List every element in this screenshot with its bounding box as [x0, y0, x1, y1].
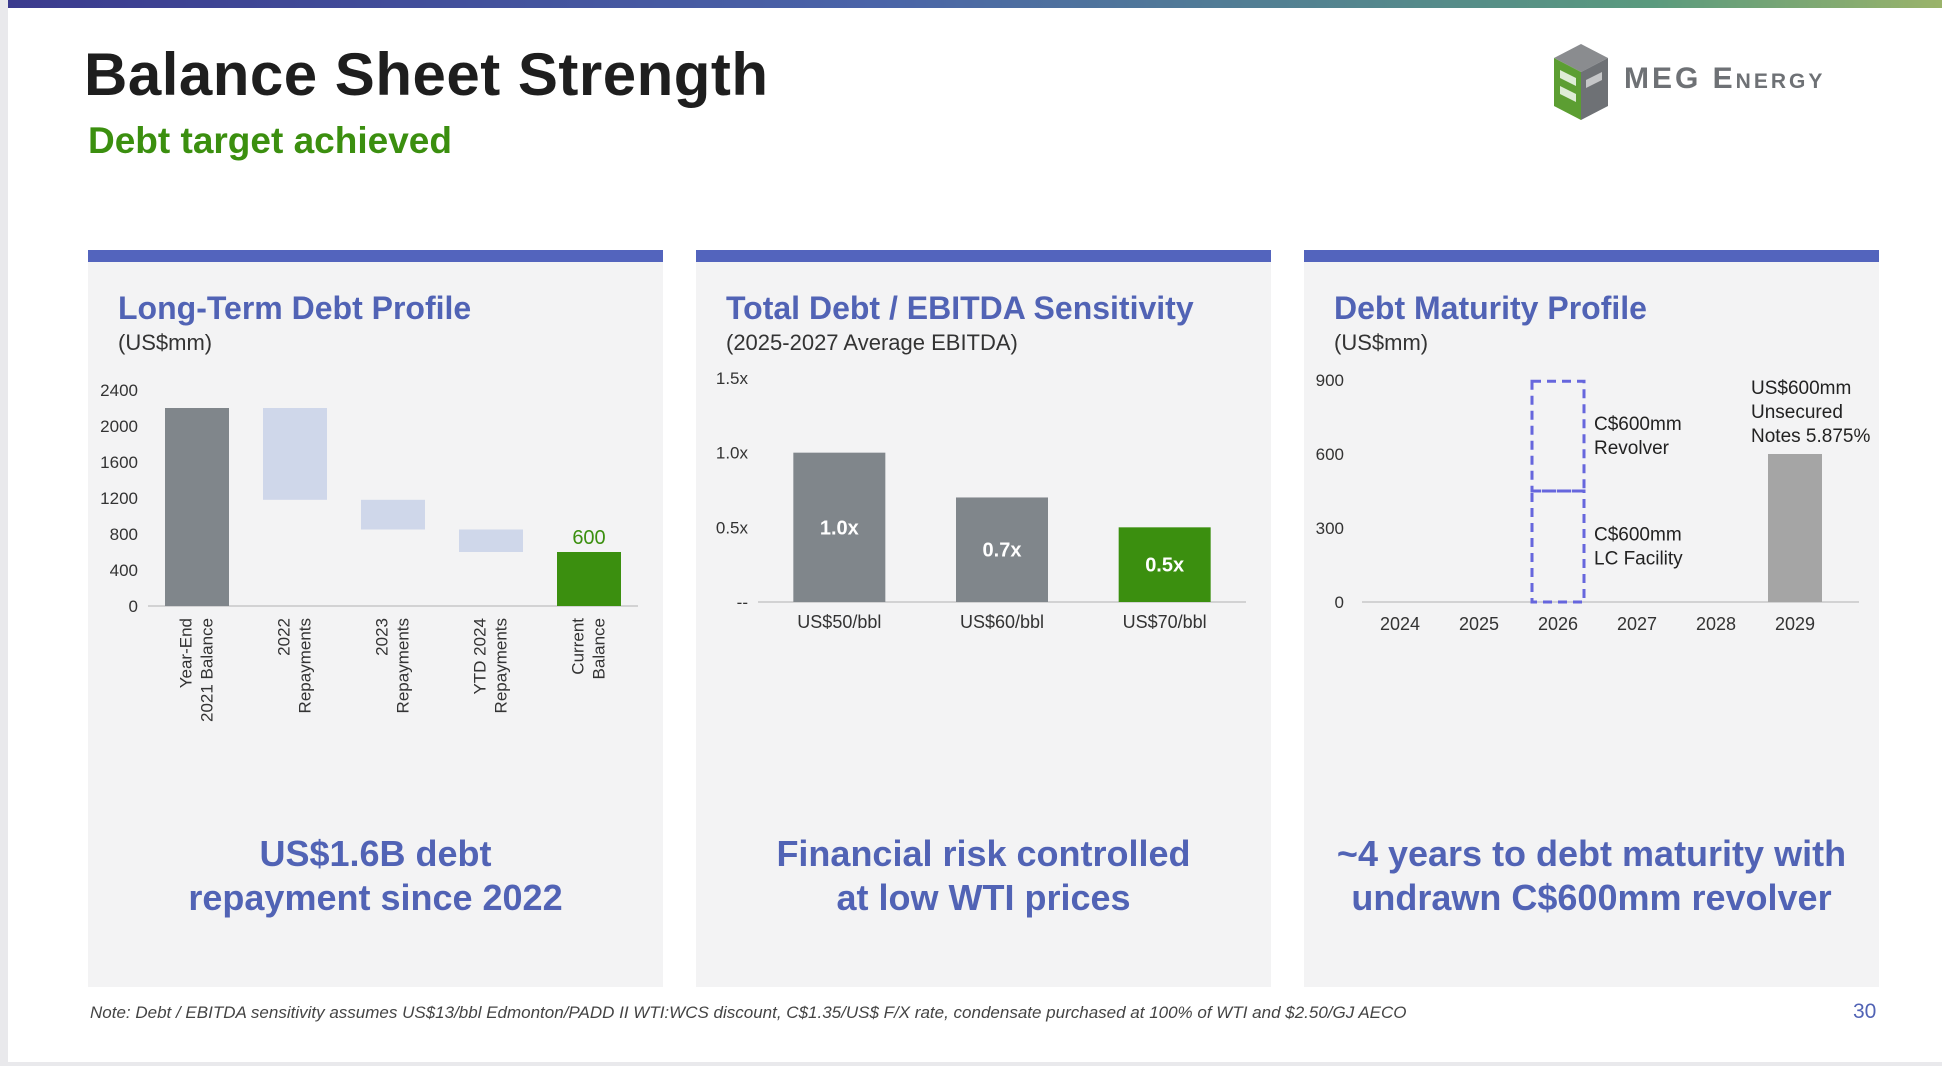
- y-tick-label: 2400: [100, 381, 138, 400]
- y-tick-label: 0: [129, 597, 138, 616]
- x-tick-label: 2022: [274, 618, 293, 656]
- x-tick-label: 2028: [1696, 614, 1736, 634]
- waterfall-bar: [557, 552, 621, 606]
- x-tick-label: 2027: [1617, 614, 1657, 634]
- sensitivity-bar-chart: -- 0.5x 1.0x 1.5x 1.0x US$50/bbl 0.7x US$60/bbl…: [716, 369, 1246, 632]
- x-tick-label: US$60/bbl: [960, 612, 1044, 632]
- takeaway-line: undrawn C$600mm revolver: [1351, 877, 1832, 918]
- x-tick-label: 2024: [1380, 614, 1420, 634]
- facility-label: LC Facility: [1594, 549, 1683, 570]
- takeaway-line: at low WTI prices: [836, 877, 1131, 918]
- footnote: Note: Debt / EBITDA sensitivity assumes …: [90, 1003, 1407, 1022]
- y-tick-label: 800: [110, 525, 138, 544]
- sensitivity-bar: [956, 497, 1048, 602]
- x-tick-label: Year-End: [176, 618, 195, 688]
- logo-wordmark: MEG Energy: [1624, 62, 1826, 95]
- panel-takeaway: US$1.6B debt repayment since 2022: [88, 832, 663, 920]
- sensitivity-bar: [1118, 527, 1211, 602]
- slide: Balance Sheet Strength Debt target achie…: [8, 0, 1942, 1062]
- y-tick-label: 1200: [100, 489, 138, 508]
- takeaway-line: Financial risk controlled: [776, 833, 1191, 874]
- x-tick-label: 2026: [1538, 614, 1578, 634]
- panel-title: Total Debt / EBITDA Sensitivity: [726, 290, 1194, 326]
- waterfall-bar: [361, 499, 425, 530]
- top-gradient-bar: [8, 0, 1942, 8]
- takeaway-line: ~4 years to debt maturity with: [1336, 833, 1847, 874]
- meg-energy-logo: MEG Energy: [1546, 40, 1886, 124]
- takeaway-line: repayment since 2022: [188, 877, 563, 918]
- x-tick-label: Repayments: [491, 618, 510, 713]
- panel-takeaway: Financial risk controlled at low WTI pri…: [696, 832, 1271, 920]
- y-tick-label: 1.0x: [716, 444, 749, 463]
- y-tick-label: 900: [1316, 371, 1344, 390]
- page-number: 30: [1853, 1000, 1877, 1023]
- logo-mark-icon: [1554, 44, 1608, 120]
- waterfall-bar: [459, 529, 523, 552]
- panel-subtitle: (US$mm): [1334, 330, 1429, 355]
- x-tick-label: Repayments: [393, 618, 412, 713]
- x-tick-label: 2021 Balance: [197, 618, 216, 722]
- y-tick-label: 1600: [100, 453, 138, 472]
- maturity-bar-chart: 0 300 600 900 2024 2025 2026 2027 2028 2029 C$600m…: [1316, 371, 1871, 634]
- page-title: Balance Sheet Strength: [84, 41, 769, 108]
- panel-title: Debt Maturity Profile: [1334, 290, 1647, 326]
- y-tick-label: 2000: [100, 417, 138, 436]
- bar-annotation: US$600mm: [1751, 378, 1851, 399]
- panel-long-term-debt: Long-Term Debt Profile (US$mm) 0 400 800 12…: [88, 250, 663, 987]
- maturity-bar: [1768, 454, 1822, 602]
- waterfall-bar: [165, 408, 229, 606]
- x-tick-label: Current: [568, 618, 587, 675]
- y-tick-label: 1.5x: [716, 369, 749, 388]
- x-tick-label: YTD 2024: [470, 618, 489, 695]
- facility-label: Revolver: [1594, 438, 1670, 459]
- takeaway-line: US$1.6B debt: [259, 833, 492, 874]
- facility-label: C$600mm: [1594, 414, 1682, 435]
- panel-subtitle: (US$mm): [118, 330, 213, 355]
- y-tick-label: 300: [1316, 519, 1344, 538]
- panel-title: Long-Term Debt Profile: [118, 290, 472, 326]
- facility-label: C$600mm: [1594, 525, 1682, 546]
- panel-subtitle: (2025-2027 Average EBITDA): [726, 330, 1018, 355]
- x-tick-label: 2025: [1459, 614, 1499, 634]
- panel-debt-maturity: Debt Maturity Profile (US$mm) 0 300 600 900…: [1304, 250, 1879, 987]
- data-label: 0.7x: [983, 540, 1022, 562]
- bar-annotation: Unsecured: [1751, 402, 1843, 423]
- x-tick-label: US$70/bbl: [1123, 612, 1207, 632]
- bar-annotation: Notes 5.875%: [1751, 426, 1870, 447]
- data-label: 1.0x: [820, 517, 859, 539]
- y-tick-label: 600: [1316, 445, 1344, 464]
- waterfall-chart: 0 400 800 1200 1600 2000 2400 Year-End 2021 Bala…: [100, 381, 638, 722]
- waterfall-bar: [263, 408, 327, 500]
- panel-takeaway: ~4 years to debt maturity with undrawn C…: [1304, 832, 1879, 920]
- page-subtitle: Debt target achieved: [88, 120, 452, 161]
- undrawn-facility-segment: [1530, 489, 1586, 604]
- y-tick-label: 400: [110, 561, 138, 580]
- x-tick-label: Balance: [589, 618, 608, 679]
- y-tick-label: --: [737, 593, 748, 612]
- data-label: 0.5x: [1145, 555, 1184, 577]
- x-tick-label: Repayments: [295, 618, 314, 713]
- data-label: 600: [572, 527, 605, 549]
- undrawn-facility-segment: [1530, 379, 1586, 493]
- x-tick-label: 2023: [372, 618, 391, 656]
- y-tick-label: 0.5x: [716, 518, 749, 537]
- x-tick-label: US$50/bbl: [797, 612, 881, 632]
- panel-debt-ebitda: Total Debt / EBITDA Sensitivity (2025-20…: [696, 250, 1271, 987]
- x-tick-label: 2029: [1775, 614, 1815, 634]
- sensitivity-bar: [793, 452, 886, 602]
- y-tick-label: 0: [1335, 593, 1344, 612]
